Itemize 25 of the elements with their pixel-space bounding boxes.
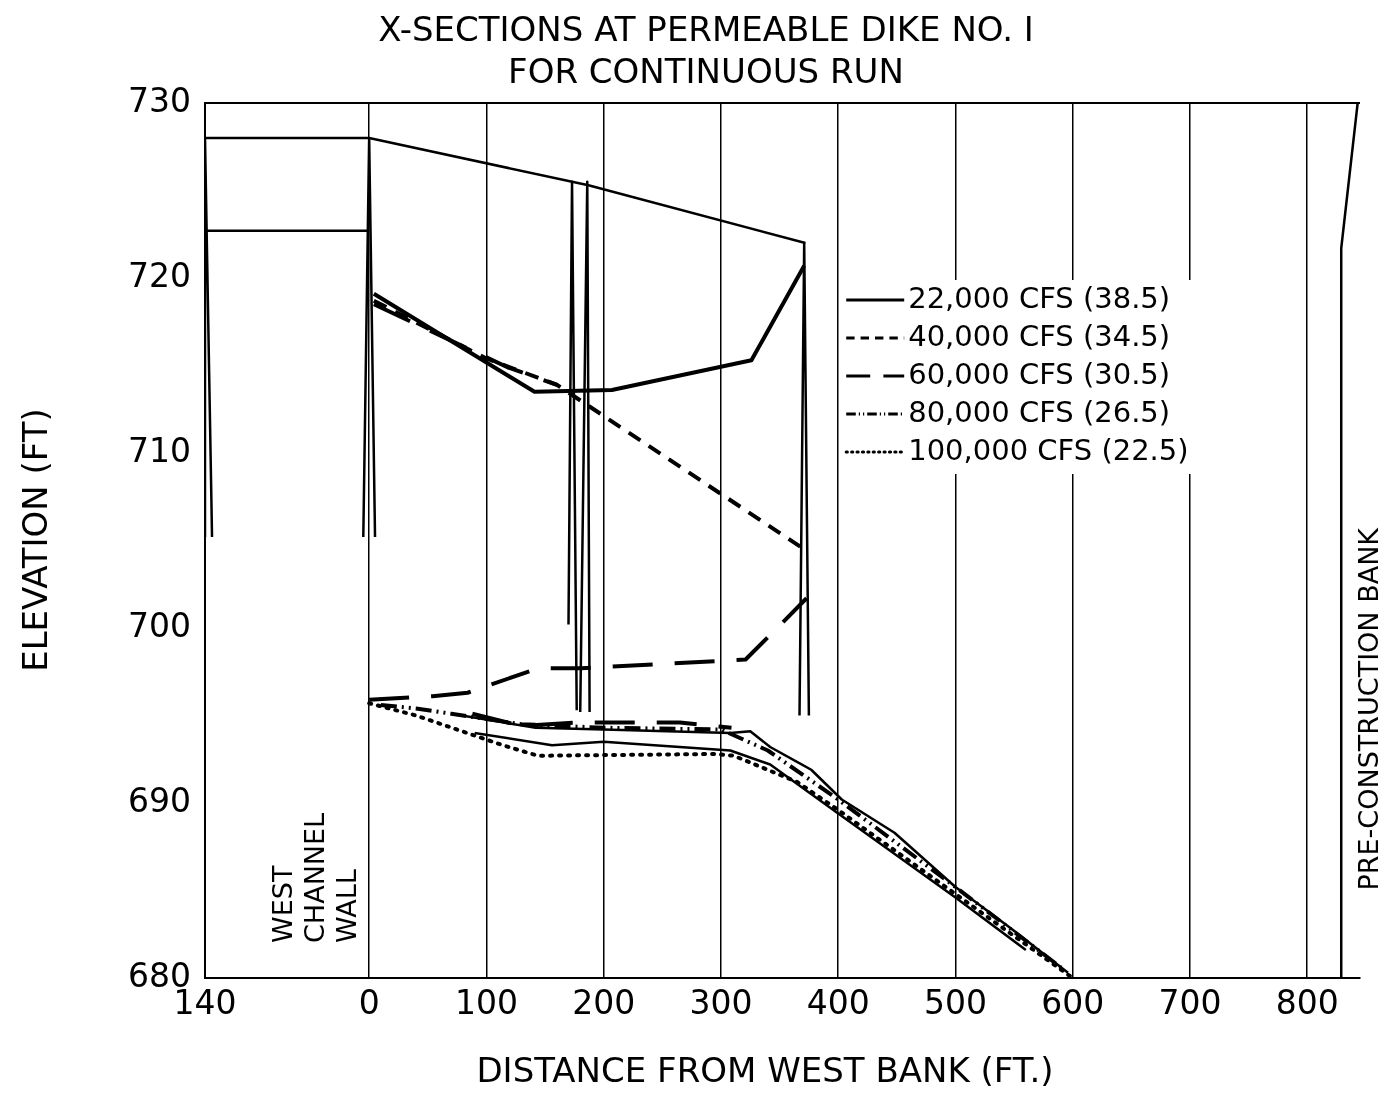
x-tick-label: 200 (572, 983, 636, 1023)
x-tick-label: 500 (923, 983, 987, 1023)
x-tick-label: 300 (689, 983, 753, 1023)
x-axis-title: DISTANCE FROM WEST BANK (FT.) (476, 1049, 1054, 1090)
x-tick-label: 600 (1041, 983, 1105, 1023)
annotation: PRE-CONSTRUCTION BANK (1353, 526, 1385, 891)
legend-label: 22,000 CFS (38.5) (908, 280, 1171, 315)
y-tick-label: 700 (128, 605, 191, 645)
legend-label: 60,000 CFS (30.5) (908, 356, 1171, 391)
chart-subtitle: FOR CONTINUOUS RUN (508, 50, 904, 91)
chart-title: X-SECTIONS AT PERMEABLE DIKE NO. I (378, 8, 1034, 49)
x-tick-label: 0 (358, 983, 380, 1023)
legend-label: 40,000 CFS (34.5) (908, 318, 1171, 353)
y-tick-label: 720 (128, 255, 191, 295)
x-tick-label: 800 (1275, 983, 1339, 1023)
x-tick-label: 100 (454, 983, 518, 1023)
y-tick-label: 730 (128, 80, 191, 120)
y-tick-label: 690 (128, 780, 191, 820)
legend-label: 100,000 CFS (22.5) (908, 432, 1189, 467)
y-tick-label: 710 (128, 430, 191, 470)
y-axis-title: ELEVATION (FT) (14, 408, 55, 672)
annotation: WEST CHANNEL WALL (267, 812, 363, 943)
legend-label: 80,000 CFS (26.5) (908, 394, 1171, 429)
x-tick-label: 400 (806, 983, 870, 1023)
x-tick-label: 700 (1158, 983, 1222, 1023)
